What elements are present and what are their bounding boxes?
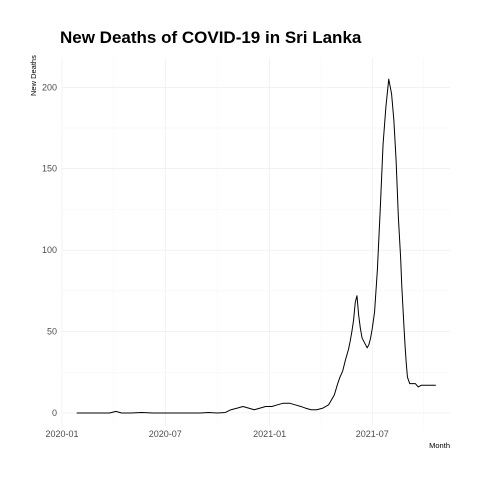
- y-tick-label: 100: [42, 245, 57, 255]
- x-tick-label: 2020-01: [45, 429, 78, 439]
- y-axis-label: New Deaths: [29, 55, 38, 96]
- series-layer: [76, 78, 436, 414]
- axis-ticks: 0 50 100 150 200 2020-01 2020-07 2021-01 2021-07: [42, 82, 389, 439]
- x-tick-label: 2020-07: [149, 429, 182, 439]
- y-tick-label: 50: [47, 327, 57, 337]
- series-line-new-deaths: [76, 78, 436, 414]
- chart-title: New Deaths of COVID-19 in Sri Lanka: [60, 28, 362, 47]
- y-tick-label: 200: [42, 82, 57, 92]
- y-tick-label: 150: [42, 164, 57, 174]
- x-tick-label: 2021-01: [253, 429, 286, 439]
- x-tick-label: 2021-07: [356, 429, 389, 439]
- y-tick-label: 0: [52, 408, 57, 418]
- x-axis-label: Month: [429, 441, 450, 450]
- grid: [61, 58, 450, 426]
